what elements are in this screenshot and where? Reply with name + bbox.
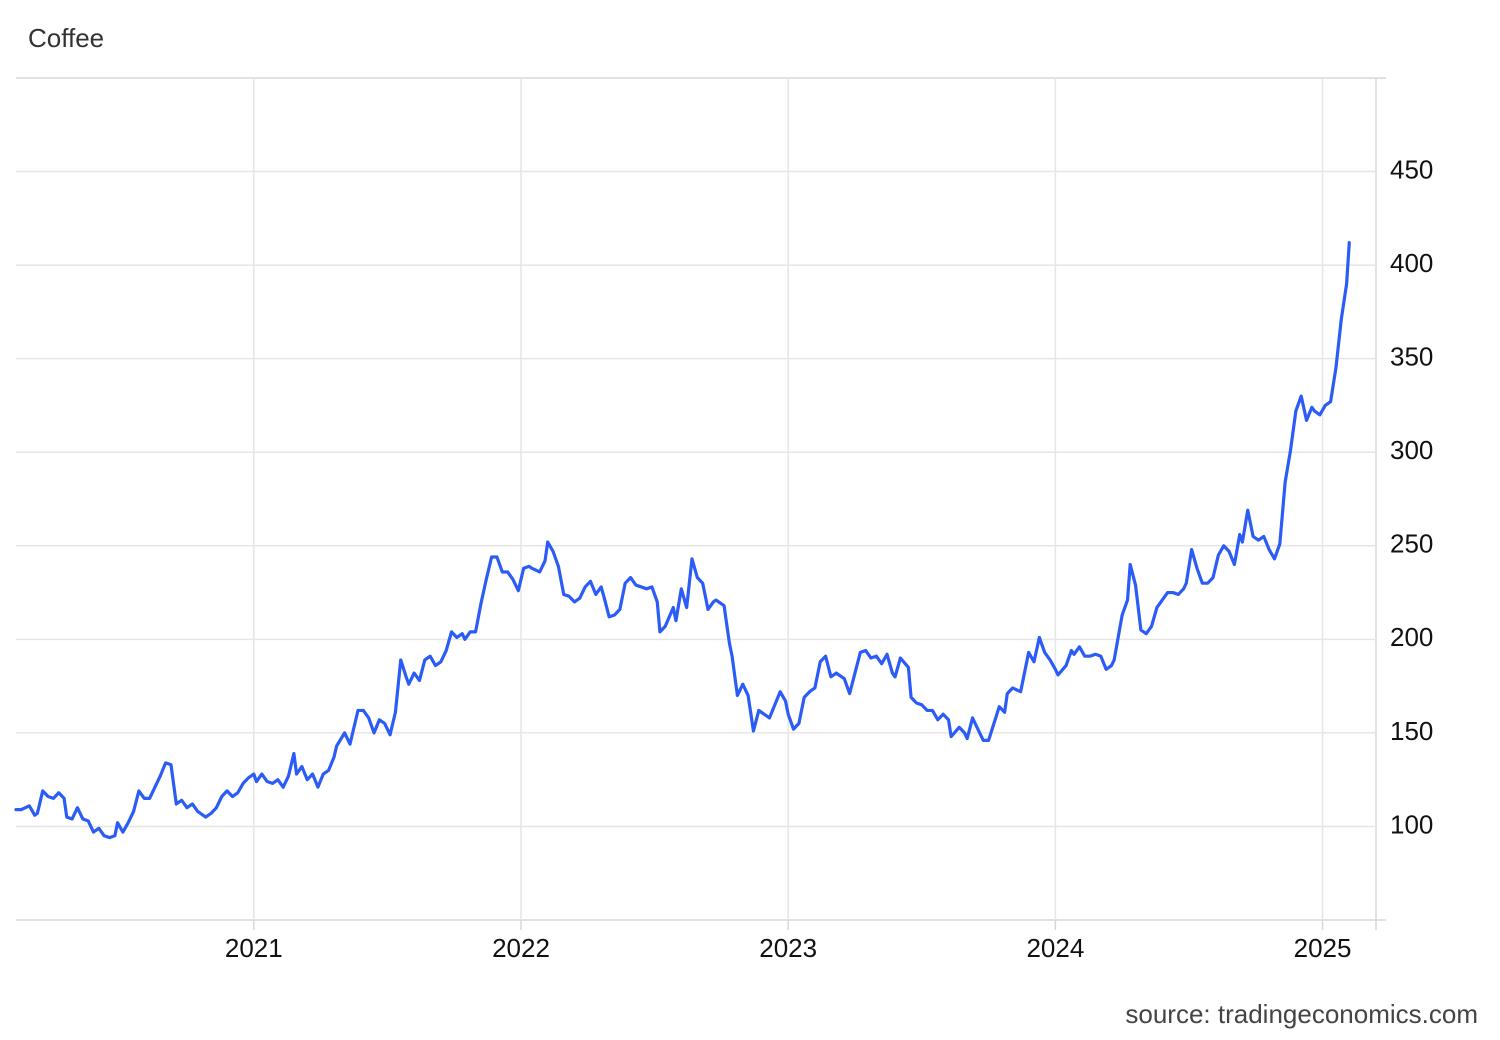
chart-title: Coffee bbox=[28, 23, 104, 53]
x-tick-label: 2022 bbox=[492, 933, 550, 963]
price-line bbox=[14, 241, 1351, 840]
y-tick-label: 100 bbox=[1390, 809, 1433, 839]
y-tick-label: 450 bbox=[1390, 154, 1433, 184]
x-tick-label: 2023 bbox=[759, 933, 817, 963]
source-note: source: tradingeconomics.com bbox=[1125, 999, 1478, 1029]
y-tick-label: 200 bbox=[1390, 622, 1433, 652]
x-tick-label: 2025 bbox=[1294, 933, 1352, 963]
y-tick-label: 250 bbox=[1390, 529, 1433, 559]
y-tick-label: 400 bbox=[1390, 248, 1433, 278]
y-tick-label: 300 bbox=[1390, 435, 1433, 465]
y-tick-label: 350 bbox=[1390, 342, 1433, 372]
x-tick-label: 2024 bbox=[1026, 933, 1084, 963]
y-tick-label: 150 bbox=[1390, 716, 1433, 746]
x-tick-label: 2021 bbox=[225, 933, 283, 963]
